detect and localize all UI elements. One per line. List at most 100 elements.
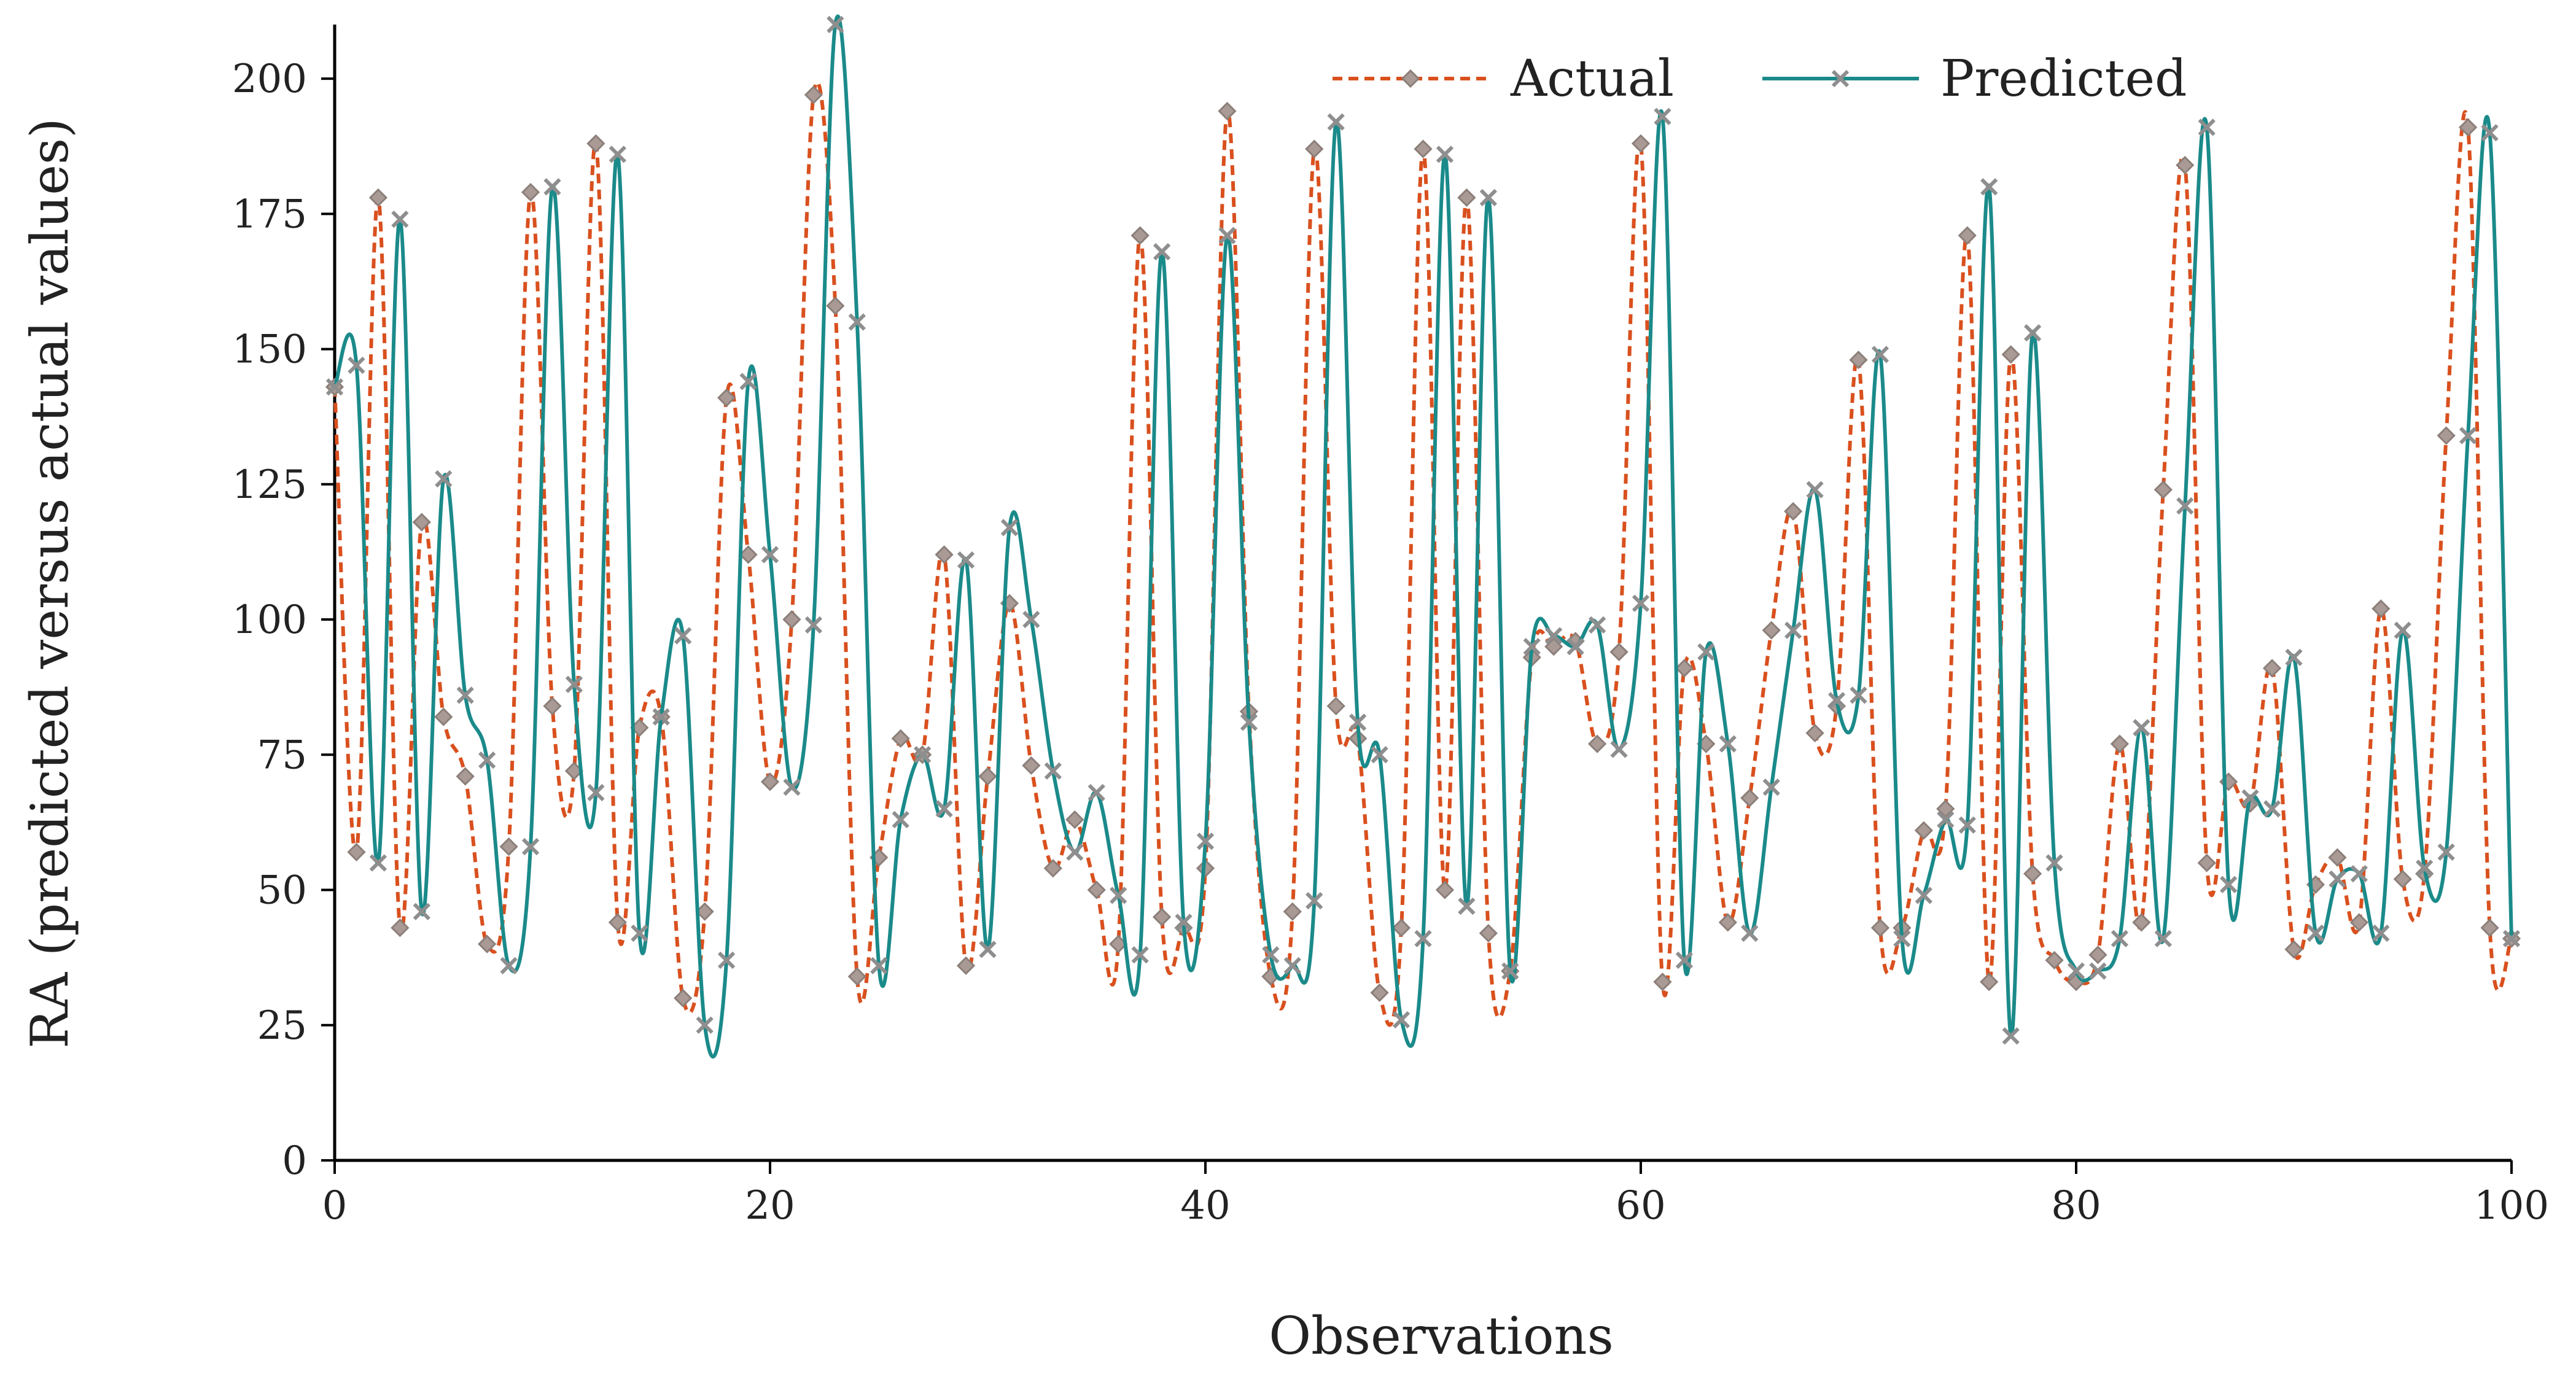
data-point-actual (2480, 918, 2499, 938)
x-marker-stroke (1958, 816, 1976, 834)
y-tick-label: 125 (232, 462, 307, 508)
x-marker-stroke (1806, 481, 1824, 499)
y-tick-label: 150 (232, 327, 307, 373)
x-marker-stroke (1479, 188, 1497, 207)
x-marker-stroke (2329, 870, 2346, 888)
x-marker-stroke (696, 1016, 714, 1034)
x-marker-stroke (2502, 930, 2521, 947)
data-point-actual (608, 913, 627, 932)
data-point-predicted (1262, 946, 1280, 964)
legend-item-predicted: Predicted (1762, 50, 2187, 108)
x-marker-stroke (870, 957, 888, 974)
data-point-actual (2023, 864, 2042, 883)
data-point-actual (434, 707, 453, 726)
data-point-actual (2328, 848, 2347, 867)
x-marker-stroke (2176, 497, 2194, 515)
x-marker-stroke (2350, 864, 2368, 883)
data-point-predicted (783, 778, 801, 796)
x-marker-stroke (1327, 113, 1345, 131)
data-point-actual (2176, 155, 2195, 175)
data-point-actual (2262, 659, 2282, 678)
data-point-predicted (1719, 735, 1737, 753)
data-point-actual (2458, 118, 2478, 137)
x-marker-stroke (1566, 637, 1584, 656)
data-point-predicted (1022, 610, 1040, 629)
x-marker-stroke (914, 746, 932, 764)
x-marker-stroke (2111, 930, 2129, 947)
axes: 0 25 50 75 100 125 150 175 200 0 20 40 60 80 100 (232, 25, 2549, 1229)
x-marker-stroke (1831, 69, 1850, 88)
data-point-predicted (391, 211, 409, 228)
x-marker-stroke (2306, 924, 2325, 942)
x-marker-stroke (1741, 924, 1759, 942)
x-marker-stroke (1719, 735, 1737, 753)
data-point-actual (1218, 101, 1237, 121)
data-point-actual (674, 988, 693, 1008)
data-point-actual (1457, 188, 1476, 208)
data-point-actual (412, 513, 431, 532)
x-marker-stroke (325, 378, 344, 396)
data-point-actual (978, 767, 997, 786)
data-point-predicted (1850, 686, 1867, 704)
data-point-predicted (1479, 188, 1497, 207)
data-point-predicted (565, 675, 583, 693)
data-point-predicted (631, 924, 648, 942)
data-point-actual (2154, 480, 2173, 499)
data-point-predicted (1871, 346, 1889, 363)
x-marker-stroke (500, 957, 518, 974)
data-point-predicted (1588, 616, 1606, 634)
data-point-actual (782, 610, 801, 629)
x-marker-stroke (783, 778, 801, 796)
x-axis-title: Observations (1269, 1306, 1614, 1366)
data-point-predicted (2394, 621, 2411, 639)
data-point-predicted (413, 903, 430, 920)
legend-marker-predicted (1831, 69, 1850, 88)
data-point-predicted (1937, 810, 1955, 829)
data-point-predicted (870, 957, 888, 974)
data-point-predicted (804, 616, 823, 634)
data-point-actual (2001, 345, 2020, 364)
data-point-predicted (2198, 118, 2216, 136)
data-point-predicted (1458, 897, 1476, 915)
x-marker-stroke (1153, 243, 1171, 261)
data-point-predicted (348, 356, 365, 375)
x-marker-stroke (2089, 962, 2107, 980)
x-marker-stroke (1784, 621, 1802, 639)
data-point-actual (499, 837, 518, 856)
data-point-actual (1762, 621, 1781, 640)
data-point-predicted (325, 378, 344, 396)
data-point-predicted (957, 551, 975, 569)
data-point-actual (391, 918, 410, 938)
data-point-actual (1631, 134, 1651, 153)
data-point-actual (717, 388, 736, 407)
x-marker-stroke (1632, 594, 1650, 612)
x-marker-stroke (1022, 610, 1040, 629)
data-point-actual (543, 696, 562, 716)
data-point-predicted (2133, 719, 2150, 737)
x-marker-stroke (1436, 146, 1454, 163)
x-marker-stroke (1697, 643, 1715, 661)
data-point-predicted (1697, 643, 1715, 661)
data-point-predicted (739, 373, 757, 390)
data-point-actual (2045, 950, 2064, 970)
y-tick-label: 50 (257, 868, 307, 914)
y-tick-label: 0 (282, 1138, 307, 1184)
x-tick-label: 60 (1616, 1183, 1665, 1229)
x-marker-stroke (1762, 778, 1780, 796)
x-marker-stroke (348, 356, 365, 375)
data-point-actual (1305, 139, 1324, 158)
series-line-predicted (333, 14, 2513, 1058)
data-point-predicted (1327, 113, 1345, 131)
data-point-predicted (1654, 107, 1671, 125)
x-marker-stroke (2481, 124, 2499, 142)
data-point-actual (891, 729, 910, 748)
data-point-actual (1805, 723, 1824, 743)
data-point-predicted (1741, 924, 1759, 942)
x-marker-stroke (1871, 346, 1889, 363)
data-point-predicted (1545, 627, 1563, 645)
x-marker-stroke (2241, 789, 2259, 807)
data-point-predicted (2459, 427, 2477, 445)
data-point-predicted (609, 146, 626, 163)
x-marker-stroke (587, 783, 605, 802)
data-point-actual (739, 545, 758, 564)
